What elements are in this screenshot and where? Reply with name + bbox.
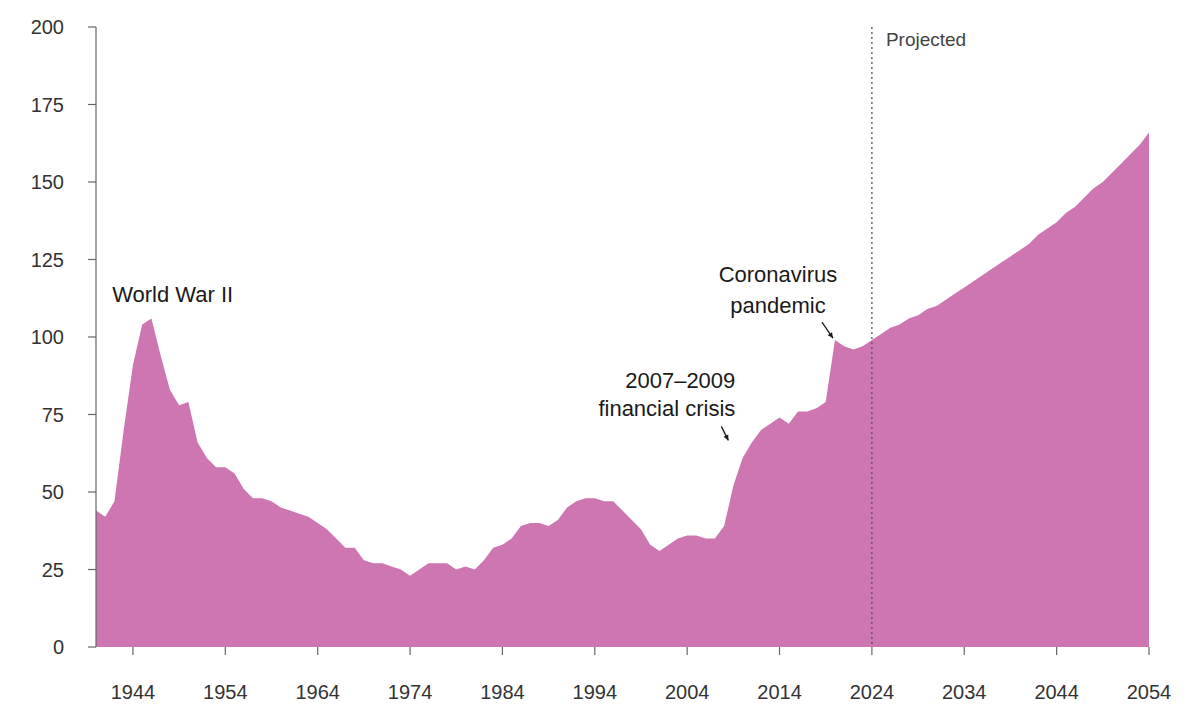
annotation: Coronavirus [719, 262, 838, 287]
annotation: World War II [112, 282, 233, 307]
y-tick-label: 25 [42, 559, 64, 581]
x-tick [1148, 647, 1149, 655]
annotation-arrowhead [828, 332, 833, 338]
x-tick [687, 647, 688, 655]
x-tick [132, 647, 133, 655]
y-tick [88, 491, 96, 492]
annotation-arrowhead [724, 434, 729, 440]
plot-area [96, 132, 1149, 647]
y-tick [88, 336, 96, 337]
x-tick-label: 1994 [573, 681, 618, 703]
x-tick-label: 1944 [111, 681, 156, 703]
x-tick-label: 2024 [850, 681, 895, 703]
y-tick-label: 100 [31, 326, 64, 348]
y-tick [88, 646, 96, 647]
y-tick-label: 0 [53, 636, 64, 658]
x-tick-label: 2034 [942, 681, 987, 703]
x-tick-label: 1964 [295, 681, 340, 703]
x-tick-label: 2054 [1127, 681, 1172, 703]
y-tick [88, 259, 96, 260]
x-tick [779, 647, 780, 655]
y-tick [88, 26, 96, 27]
annotation: financial crisis [598, 396, 735, 421]
x-tick [871, 647, 872, 655]
y-tick-label: 175 [31, 94, 64, 116]
x-tick-label: 1984 [480, 681, 525, 703]
x-tick [502, 647, 503, 655]
x-tick [317, 647, 318, 655]
chart: 0 25 50 75 100 125 150 175 200 1944 1954 1964 1974 19… [0, 0, 1200, 725]
x-tick-label: 1954 [203, 681, 248, 703]
y-tick-label: 150 [31, 171, 64, 193]
x-tick-label: 2014 [757, 681, 802, 703]
y-tick [88, 569, 96, 570]
projection-line [871, 27, 872, 647]
y-tick [88, 414, 96, 415]
x-tick [964, 647, 965, 655]
y-tick-label: 50 [42, 481, 64, 503]
y-tick [88, 104, 96, 105]
x-tick [225, 647, 226, 655]
annotation: 2007–2009 [625, 368, 735, 393]
y-tick-label: 75 [42, 404, 64, 426]
x-tick [1056, 647, 1057, 655]
annotation-arrow [721, 426, 728, 440]
annotation-arrow [822, 322, 833, 338]
y-tick-label: 200 [31, 16, 64, 38]
x-tick-label: 2004 [665, 681, 710, 703]
annotation: pandemic [730, 293, 825, 318]
area [96, 132, 1149, 647]
y-tick-label: 125 [31, 249, 64, 271]
x-tick [409, 647, 410, 655]
x-tick-label: 1974 [388, 681, 433, 703]
x-tick [594, 647, 595, 655]
projection-label: Projected [886, 29, 966, 50]
y-tick [88, 181, 96, 182]
x-tick-label: 2044 [1034, 681, 1079, 703]
